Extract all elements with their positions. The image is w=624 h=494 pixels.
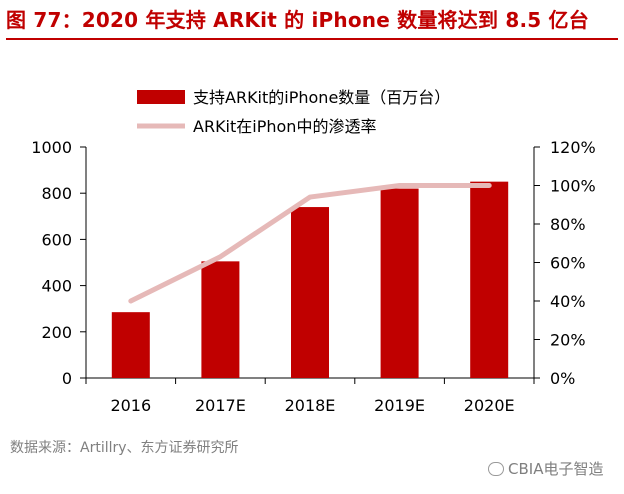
right-tick-label: 100% <box>550 177 596 196</box>
left-tick-label: 600 <box>41 230 72 249</box>
left-tick-label: 800 <box>41 184 72 203</box>
left-tick-label: 200 <box>41 323 72 342</box>
right-tick-label: 80% <box>550 215 586 234</box>
x-tick-label: 2018E <box>285 396 336 415</box>
x-tick-label: 2017E <box>195 396 246 415</box>
bar <box>380 188 419 378</box>
watermark-text: CBIA电子智造 <box>508 460 604 478</box>
right-tick-label: 60% <box>550 254 586 273</box>
right-tick-label: 20% <box>550 331 586 350</box>
chart-legend: 支持ARKit的iPhone数量（百万台） ARKit在iPhon中的渗透率 <box>137 88 450 136</box>
source-note: 数据来源：Artillry、东方证券研究所 <box>10 440 239 456</box>
legend-swatch-bar <box>137 90 185 104</box>
legend-label-line: ARKit在iPhon中的渗透率 <box>193 117 376 136</box>
wechat-icon <box>488 462 504 476</box>
right-tick-label: 0% <box>550 369 575 388</box>
left-tick-label: 400 <box>41 277 72 296</box>
title-divider <box>6 38 618 40</box>
bar <box>470 181 509 378</box>
line-series <box>128 183 492 304</box>
axis-labels: 0 200 400 600 800 1000 0% 20% 40% 60% 80% 100% 120% 2… <box>31 138 595 415</box>
x-tick-label: 2020E <box>464 396 515 415</box>
bar <box>111 312 150 378</box>
left-tick-label: 0 <box>62 369 72 388</box>
legend-label-bar: 支持ARKit的iPhone数量（百万台） <box>193 88 450 107</box>
left-tick-label: 1000 <box>31 138 72 157</box>
watermark: CBIA电子智造 <box>488 458 603 479</box>
bar <box>291 207 329 378</box>
x-tick-label: 2019E <box>374 396 425 415</box>
bar-series <box>111 181 509 378</box>
right-tick-label: 40% <box>550 292 586 311</box>
bar <box>201 261 240 378</box>
chart-title: 图 77：2020 年支持 ARKit 的 iPhone 数量将达到 8.5 亿… <box>6 8 589 32</box>
x-tick-label: 2016 <box>110 396 151 415</box>
right-tick-label: 120% <box>550 138 596 157</box>
